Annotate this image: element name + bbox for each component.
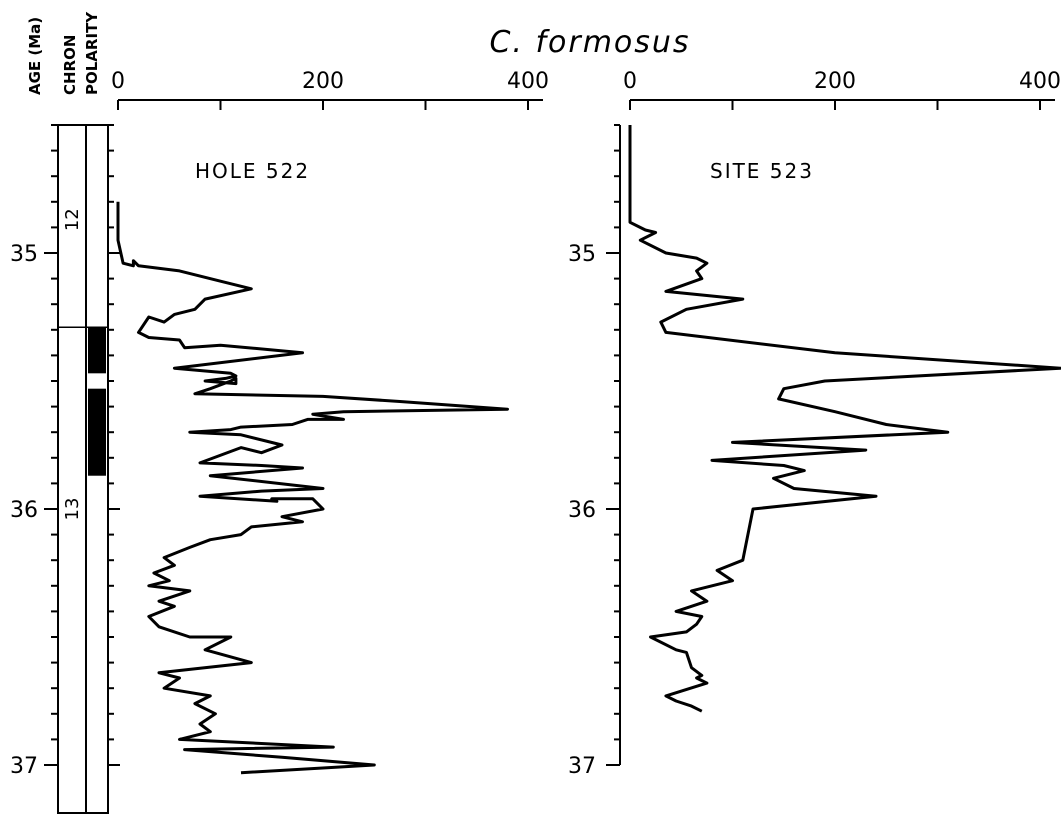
- y-tick-label: 35: [568, 242, 596, 267]
- chron-label: 12: [62, 208, 83, 231]
- y-tick-label: 35: [10, 242, 38, 267]
- age-axis-label: AGE (Ma): [26, 17, 44, 95]
- x-tick-label: 200: [302, 69, 344, 94]
- series-line: [628, 125, 1061, 713]
- x-tick-label: 400: [1019, 69, 1061, 94]
- chron-label: 13: [62, 498, 83, 521]
- y-tick-label: 36: [10, 498, 38, 523]
- panel-label: HOLE 522: [195, 159, 310, 183]
- x-tick-label: 0: [623, 69, 637, 94]
- panel-site-523: 0 200 400 35 36 37 SITE 523: [568, 69, 1061, 779]
- y-tick-label: 37: [10, 754, 38, 779]
- y-tick-label: 36: [568, 498, 596, 523]
- x-tick-label: 400: [507, 69, 549, 94]
- panel-label: SITE 523: [710, 159, 814, 183]
- normal-polarity-band: [88, 327, 106, 374]
- panel-hole-522: 0 200 400 35 36 37 HOLE 522: [10, 69, 549, 779]
- magnetostratigraphy-column: 12 13: [57, 124, 109, 814]
- chart-title: C. formosus: [489, 25, 690, 60]
- x-tick-label: 200: [814, 69, 856, 94]
- normal-polarity-band: [88, 388, 106, 476]
- chron-column-label: CHRON: [61, 35, 79, 95]
- polarity-column-label: POLARITY: [83, 11, 101, 95]
- y-tick-label: 37: [568, 754, 596, 779]
- strat-column-frame: [57, 124, 109, 814]
- x-tick-label: 0: [111, 69, 125, 94]
- series-line: [116, 201, 509, 775]
